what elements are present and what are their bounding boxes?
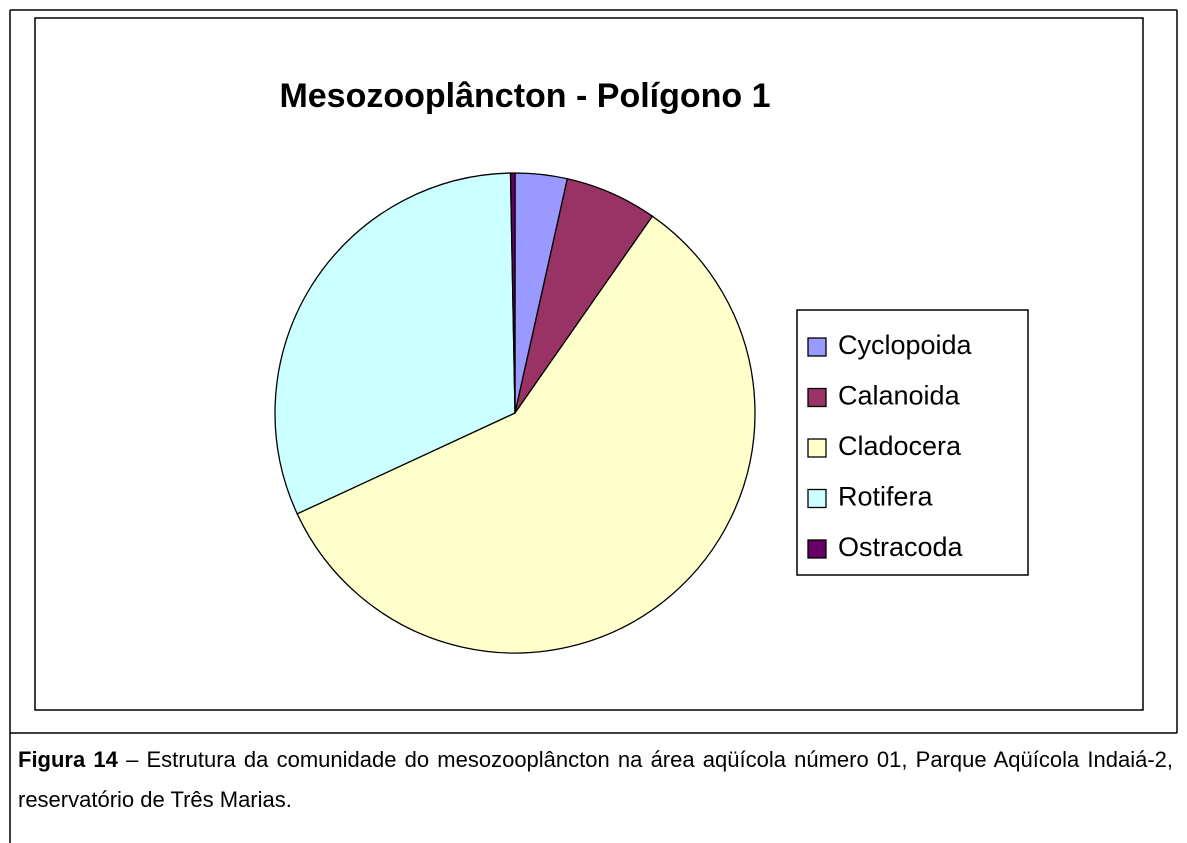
- pie-slice: [274, 172, 516, 515]
- pie-slice: [509, 172, 516, 414]
- caption: Figura 14 – Estrutura da comunidade do m…: [18, 740, 1173, 820]
- legend-label: Ostracoda: [838, 532, 964, 562]
- caption-text: – Estrutura da comunidade do mesozooplân…: [18, 747, 1173, 812]
- legend-swatch: [807, 539, 827, 559]
- legend-swatch: [807, 438, 827, 458]
- legend-label: Calanoida: [838, 381, 961, 411]
- pie-slice: [296, 215, 756, 654]
- legend: [796, 309, 1029, 576]
- chart-title: Mesozooplâncton - Polígono 1: [279, 77, 770, 115]
- legend-swatch: [807, 488, 827, 509]
- legend-swatch: [807, 337, 827, 357]
- legend-label: Rotifera: [838, 482, 934, 512]
- legend-label: Cyclopoida: [838, 330, 973, 360]
- legend-swatch: [807, 387, 827, 408]
- legend-label: Cladocera: [838, 431, 962, 461]
- caption-label: Figura 14: [18, 747, 118, 772]
